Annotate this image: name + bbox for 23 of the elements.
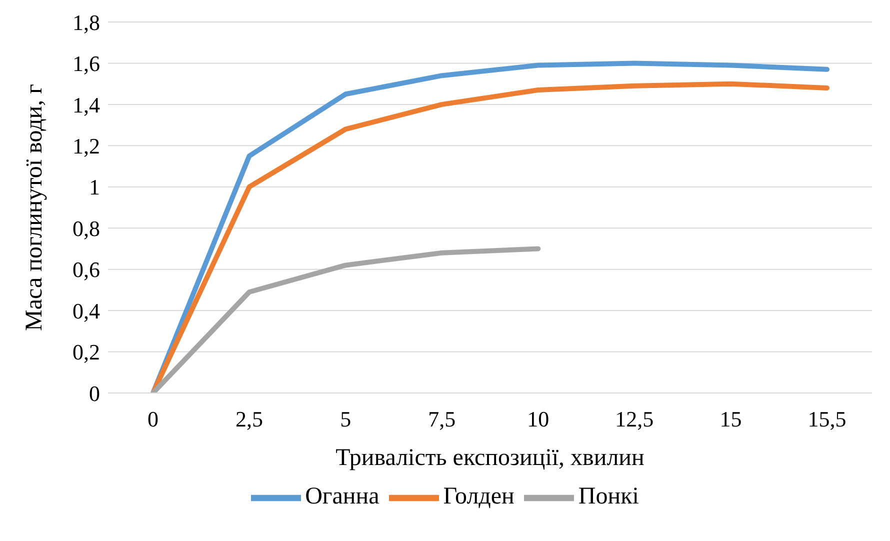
y-tick-label: 0,6 [72,257,100,282]
legend-label: Голден [443,484,514,510]
legend-label: Понкі [578,484,639,510]
x-tick-label: 5 [340,406,352,432]
y-tick-label: 1 [89,174,100,200]
y-tick-label: 1,2 [72,133,100,158]
y-axis-title: Маса поглинутої води, г [22,84,48,331]
x-axis-title: Тривалість експозиції, хвилин [336,445,645,471]
y-tick-label: 1,6 [72,51,100,76]
y-tick-label: 0,4 [72,298,100,324]
x-tick-label: 2,5 [236,406,264,432]
x-tick-label: 10 [527,406,550,432]
y-tick-label: 1,8 [72,10,100,35]
x-tick-label: 7,5 [428,406,456,432]
x-tick-label: 0 [148,406,158,432]
y-tick-label: 1,4 [72,92,100,118]
y-tick-label: 0 [89,380,100,406]
y-tick-label: 0,2 [72,340,100,365]
x-tick-label: 15 [720,406,742,432]
legend-label: Оганна [305,484,380,510]
y-tick-label: 0,8 [72,216,100,241]
x-tick-label: 12,5 [615,406,654,432]
x-tick-label: 15,5 [808,406,846,432]
